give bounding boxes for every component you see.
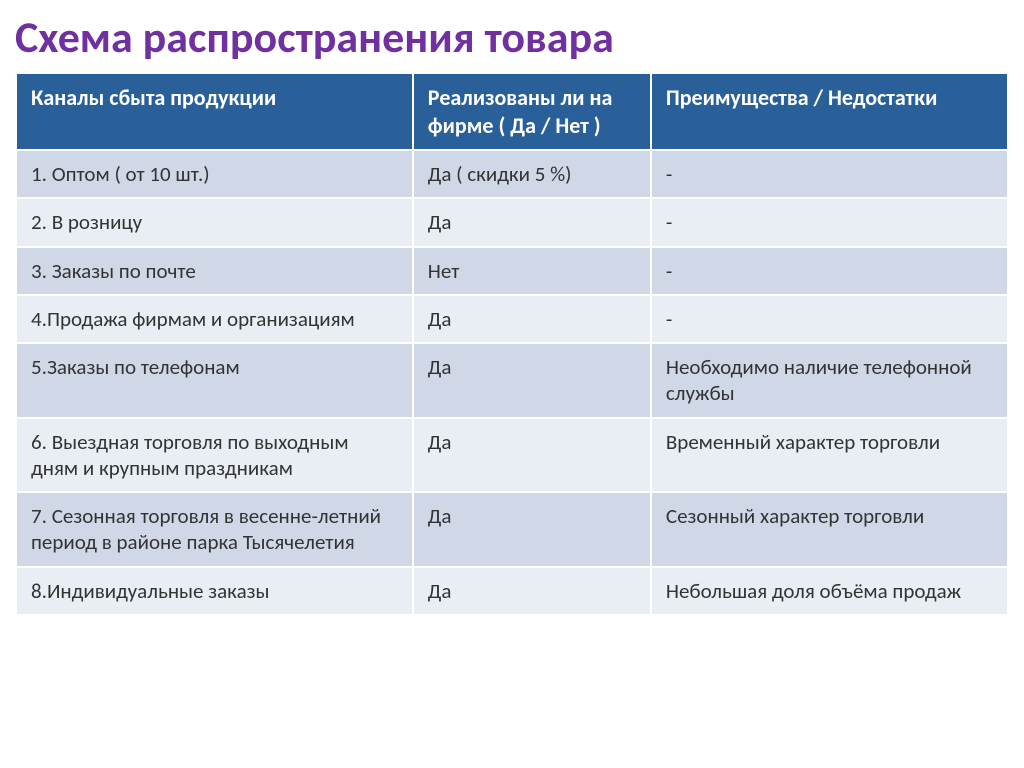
table-cell: Необходимо наличие телефонной службы bbox=[651, 343, 1008, 418]
table-cell: Временный характер торговли bbox=[651, 418, 1008, 493]
distribution-table: Каналы сбыта продукции Реализованы ли на… bbox=[15, 72, 1009, 616]
table-row: 8.Индивидуальные заказыДаНебольшая доля … bbox=[16, 567, 1008, 615]
table-cell: - bbox=[651, 150, 1008, 198]
table-cell: 4.Продажа фирмам и организациям bbox=[16, 295, 413, 343]
table-cell: 3. Заказы по почте bbox=[16, 247, 413, 295]
table-cell: 7. Сезонная торговля в весенне-летний пе… bbox=[16, 492, 413, 567]
col-header-channels: Каналы сбыта продукции bbox=[16, 73, 413, 150]
table-cell: Да bbox=[413, 343, 651, 418]
table-cell: - bbox=[651, 295, 1008, 343]
table-cell: - bbox=[651, 247, 1008, 295]
page-title: Схема распространения товара bbox=[15, 0, 1009, 72]
table-row: 7. Сезонная торговля в весенне-летний пе… bbox=[16, 492, 1008, 567]
table-cell: Да bbox=[413, 567, 651, 615]
table-cell: Небольшая доля объёма продаж bbox=[651, 567, 1008, 615]
table-cell: - bbox=[651, 198, 1008, 246]
table-cell: Нет bbox=[413, 247, 651, 295]
table-header-row: Каналы сбыта продукции Реализованы ли на… bbox=[16, 73, 1008, 150]
table-body: 1. Оптом ( от 10 шт.)Да ( скидки 5 %)-2.… bbox=[16, 150, 1008, 615]
table-cell: 5.Заказы по телефонам bbox=[16, 343, 413, 418]
col-header-implemented: Реализованы ли на фирме ( Да / Нет ) bbox=[413, 73, 651, 150]
table-cell: Да bbox=[413, 295, 651, 343]
table-row: 6. Выездная торговля по выходным дням и … bbox=[16, 418, 1008, 493]
col-header-pros-cons: Преимущества / Недостатки bbox=[651, 73, 1008, 150]
table-row: 1. Оптом ( от 10 шт.)Да ( скидки 5 %)- bbox=[16, 150, 1008, 198]
table-cell: 1. Оптом ( от 10 шт.) bbox=[16, 150, 413, 198]
table-row: 2. В розницуДа- bbox=[16, 198, 1008, 246]
table-row: 4.Продажа фирмам и организациямДа- bbox=[16, 295, 1008, 343]
table-cell: 8.Индивидуальные заказы bbox=[16, 567, 413, 615]
table-cell: Сезонный характер торговли bbox=[651, 492, 1008, 567]
table-cell: 2. В розницу bbox=[16, 198, 413, 246]
table-cell: Да bbox=[413, 492, 651, 567]
table-cell: Да ( скидки 5 %) bbox=[413, 150, 651, 198]
table-cell: 6. Выездная торговля по выходным дням и … bbox=[16, 418, 413, 493]
table-row: 3. Заказы по почтеНет- bbox=[16, 247, 1008, 295]
table-cell: Да bbox=[413, 418, 651, 493]
table-row: 5.Заказы по телефонамДаНеобходимо наличи… bbox=[16, 343, 1008, 418]
table-cell: Да bbox=[413, 198, 651, 246]
